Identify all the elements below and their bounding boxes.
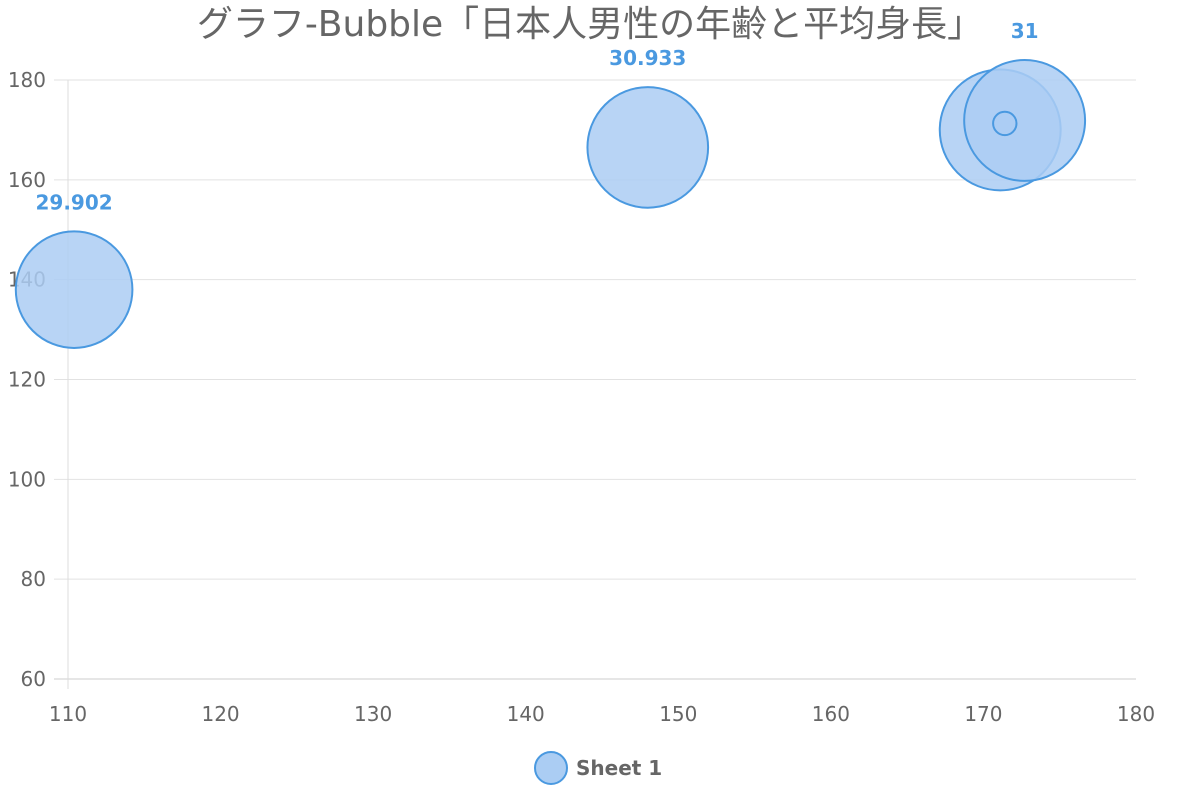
bubble: [963, 58, 1087, 182]
x-tick-label: 150: [659, 702, 697, 726]
data-label-layer: 29.902 30.933 31: [36, 19, 1039, 214]
bubble: [586, 86, 710, 209]
bubble-data-label: 29.902: [36, 190, 113, 214]
chart-title: グラフ-Bubble「日本人男性の年齢と平均身長」: [197, 4, 983, 45]
y-tick-label: 100: [8, 467, 46, 491]
x-tick-label: 160: [812, 702, 850, 726]
y-tick-label: 60: [21, 667, 46, 691]
bubble: [992, 110, 1018, 137]
x-tick-label: 130: [354, 702, 392, 726]
bubble-data-label: 31: [1011, 19, 1039, 43]
x-tick-label: 180: [1117, 702, 1155, 726]
legend[interactable]: Sheet 1: [534, 751, 662, 785]
bubble-layer: [14, 58, 1087, 349]
x-tick-label: 110: [49, 702, 87, 726]
y-tick-label: 180: [8, 68, 46, 92]
x-tick-label: 170: [964, 702, 1002, 726]
bubble-data-label: 30.933: [609, 46, 686, 70]
bubble: [14, 230, 134, 349]
legend-swatch: [534, 751, 568, 785]
y-tick-label: 80: [21, 567, 46, 591]
x-tick-label: 140: [507, 702, 545, 726]
y-tick-label: 120: [8, 368, 46, 392]
x-tick-label: 120: [201, 702, 239, 726]
legend-label-sheet-1: Sheet 1: [576, 756, 662, 780]
grid-layer: [54, 79, 1136, 680]
axis-layer: 6080100120140160180110120130140150160170…: [8, 68, 1155, 726]
y-tick-label: 160: [8, 168, 46, 192]
